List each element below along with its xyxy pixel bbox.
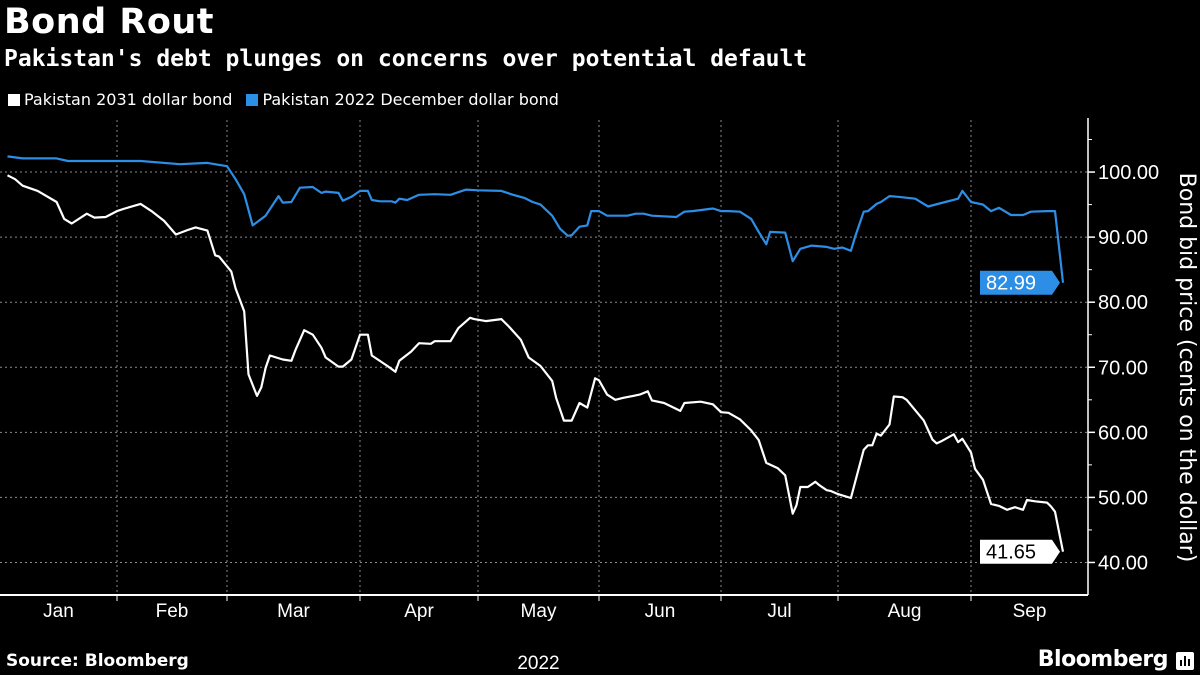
y-tick-label: 60.00	[1098, 422, 1148, 444]
legend-item-2031-bond: Pakistan 2031 dollar bond	[8, 90, 232, 109]
y-tick-label: 40.00	[1098, 552, 1148, 574]
last-value-badge	[980, 539, 1060, 564]
chart-subtitle: Pakistan's debt plunges on concerns over…	[4, 46, 808, 72]
x-tick-label: Mar	[277, 601, 310, 622]
x-tick-label: Apr	[404, 601, 434, 622]
x-tick-label: Sep	[1013, 601, 1047, 622]
y-axis-title: Bond bid price (cents on the dollar)	[1174, 173, 1199, 563]
source-note: Source: Bloomberg	[6, 651, 189, 671]
x-tick-label: May	[521, 601, 557, 622]
y-tick-label: 80.00	[1098, 292, 1148, 314]
legend-item-2022-bond: Pakistan 2022 December dollar bond	[246, 90, 559, 109]
legend-swatch-blue	[246, 93, 259, 106]
legend: Pakistan 2031 dollar bond Pakistan 2022 …	[8, 90, 559, 109]
last-value-badge	[980, 270, 1060, 295]
x-tick-label: Aug	[888, 601, 922, 622]
last-value-label: 82.99	[986, 273, 1036, 295]
last-value-label: 41.65	[986, 542, 1036, 564]
x-tick-label: Jan	[43, 601, 74, 622]
y-tick-label: 50.00	[1098, 487, 1148, 509]
chart-title: Bond Rout	[4, 2, 215, 42]
legend-label: Pakistan 2031 dollar bond	[24, 90, 233, 109]
x-year-label: 2022	[517, 653, 559, 674]
legend-swatch-white	[8, 93, 20, 106]
bloomberg-chart-icon	[1176, 652, 1194, 670]
series-line-2022-dec-bond	[7, 155, 1065, 283]
series-line-2031-bond	[6, 174, 1065, 552]
legend-label: Pakistan 2022 December dollar bond	[262, 90, 559, 109]
brand-logo: Bloomberg	[1037, 647, 1169, 672]
x-tick-label: Jun	[645, 601, 676, 622]
x-tick-label: Feb	[156, 601, 189, 622]
x-tick-label: Jul	[767, 601, 791, 622]
y-tick-label: 70.00	[1098, 357, 1148, 379]
y-tick-label: 90.00	[1098, 227, 1148, 249]
y-tick-label: 100.00	[1098, 162, 1159, 184]
